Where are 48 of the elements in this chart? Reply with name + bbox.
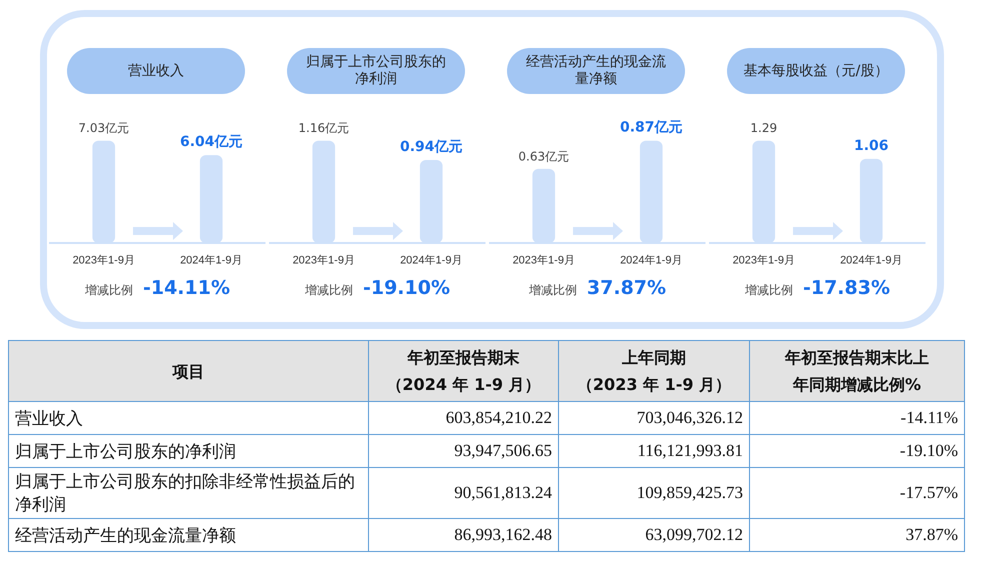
- text: 年初至报告期末（2024 年 1-9 月）: [385, 347, 542, 396]
- text: -17.57%: [750, 468, 964, 518]
- text: -14.11%: [750, 402, 964, 434]
- text: 116,121,993.81: [558, 434, 750, 468]
- text: 93,947,506.65: [368, 434, 558, 468]
- data-label: 7.03亿元: [78, 121, 130, 136]
- text: -17.83%: [802, 277, 890, 299]
- data-label: 0.94亿元: [400, 139, 463, 156]
- text: -14.11%: [142, 277, 230, 299]
- text: 增减比例: [84, 283, 133, 297]
- text: 增减比例: [744, 283, 793, 297]
- chart-title: 经营活动产生的现金流量净额: [507, 48, 685, 94]
- text: 增减比例: [528, 283, 577, 297]
- text: 上年同期（2023 年 1-9 月）: [576, 347, 732, 396]
- data-label: 6.04亿元: [180, 134, 243, 150]
- x-tick-label: 2023年1-9月: [72, 254, 135, 266]
- chart-title: 基本每股收益（元/股）: [727, 48, 905, 94]
- data-label: 0.63亿元: [518, 149, 570, 164]
- x-tick-label: 2023年1-9月: [512, 254, 575, 266]
- text: 经营活动产生的现金流量净额: [8, 518, 368, 552]
- text: -19.10%: [750, 434, 964, 468]
- text: 37.87%: [750, 518, 964, 552]
- text: 37.87%: [586, 277, 666, 299]
- x-tick-label: 2024年1-9月: [180, 254, 242, 266]
- text: 归属于上市公司股东的净利润: [8, 434, 368, 468]
- data-label: 1.06: [854, 138, 889, 154]
- text: 63,099,702.12: [558, 518, 750, 552]
- x-tick-label: 2023年1-9月: [292, 254, 355, 266]
- x-tick-label: 2024年1-9月: [620, 254, 682, 266]
- text: 603,854,210.22: [368, 402, 558, 434]
- x-tick-label: 2024年1-9月: [400, 254, 462, 266]
- x-tick-label: 2023年1-9月: [732, 254, 795, 266]
- text: 109,859,425.73: [558, 468, 750, 518]
- text: 90,561,813.24: [368, 468, 558, 518]
- text: -19.10%: [362, 277, 450, 299]
- chart-title: 归属于上市公司股东的净利润: [287, 48, 465, 94]
- x-tick-label: 2024年1-9月: [840, 254, 902, 266]
- text: 703,046,326.12: [558, 402, 750, 434]
- data-label: 1.29: [750, 121, 778, 136]
- text: 86,993,162.48: [368, 518, 558, 552]
- data-label: 0.87亿元: [620, 120, 683, 136]
- data-label: 1.16亿元: [298, 121, 350, 136]
- text: 项目: [171, 360, 206, 382]
- text: 增减比例: [304, 283, 353, 297]
- text: 归属于上市公司股东的扣除非经常性损益后的净利润: [8, 468, 368, 518]
- text: 年初至报告期末比上年同期增减比例%: [785, 347, 929, 396]
- text: 营业收入: [8, 402, 368, 434]
- chart-title: 营业收入: [67, 48, 245, 94]
